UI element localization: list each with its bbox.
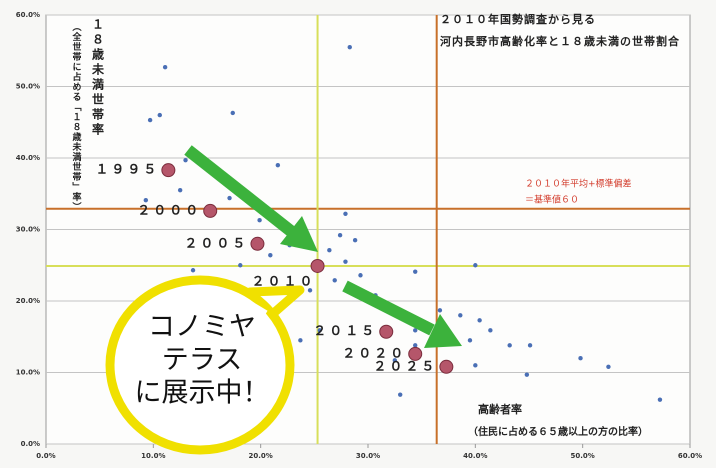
x-axis-label: （住民に占める６５歳以上の方の比率）	[468, 425, 648, 438]
chart-title: 河内長野市高齢化率と１８歳未満の世帯割合	[440, 34, 680, 48]
arrow	[342, 280, 435, 336]
x-tick-label: 20.0%	[249, 452, 273, 460]
highlight-label: ２０００	[137, 203, 201, 218]
chart-title: ２０１０年国勢調査から見る	[440, 12, 596, 26]
arrow	[184, 145, 296, 237]
y-tick-label: 30.0%	[16, 226, 40, 234]
data-point	[238, 263, 243, 268]
data-point	[183, 157, 188, 163]
data-point	[473, 363, 478, 368]
data-point	[143, 197, 149, 203]
highlight-point	[310, 258, 325, 273]
callout-text: テラス	[162, 345, 242, 376]
highlight-point	[250, 236, 265, 251]
x-tick-label: 30.0%	[356, 452, 380, 460]
x-tick-label: 0.0%	[36, 452, 55, 460]
data-point	[162, 64, 168, 70]
data-point	[257, 218, 262, 223]
data-point	[578, 356, 583, 361]
callout-text: に展示中！	[135, 378, 270, 409]
data-point	[190, 268, 196, 273]
data-point	[657, 397, 663, 402]
data-point	[337, 233, 343, 238]
x-tick-label: 40.0%	[463, 452, 487, 460]
y-tick-label: 60.0%	[16, 11, 40, 19]
y-tick-label: 40.0%	[16, 154, 40, 162]
data-point	[343, 259, 348, 264]
data-point	[230, 110, 235, 116]
data-point	[327, 248, 332, 253]
data-point	[413, 328, 418, 333]
x-axis-label: 高齢者率	[478, 402, 522, 416]
data-point	[507, 343, 512, 348]
highlight-point	[379, 324, 394, 339]
data-point	[473, 263, 478, 268]
y-tick-label: 10.0%	[16, 369, 40, 377]
data-point	[437, 308, 443, 313]
data-point	[524, 372, 530, 377]
data-point	[398, 392, 403, 397]
data-point	[392, 358, 398, 363]
annotation: ２０１０年平均+標準偏差	[525, 178, 632, 190]
y-tick-label: 0.0%	[21, 440, 40, 448]
arrow-head	[424, 314, 462, 348]
data-point	[488, 328, 493, 333]
callout: コノミヤ テラス に展示中！	[105, 275, 305, 455]
highlight-point	[161, 163, 176, 178]
highlight-point	[203, 203, 218, 218]
highlight-label: １９９５	[95, 163, 159, 178]
y-tick-label: 50.0%	[16, 83, 40, 91]
data-point	[606, 364, 611, 369]
data-point	[477, 318, 482, 323]
data-point	[177, 187, 183, 193]
data-point	[347, 44, 352, 50]
highlight-label: ２０１５	[313, 324, 377, 339]
data-point	[343, 211, 348, 216]
data-point	[458, 313, 463, 318]
highlight-label: ２００５	[184, 236, 248, 251]
data-point	[147, 117, 153, 123]
arrows	[184, 145, 462, 348]
data-point	[413, 269, 418, 274]
data-point	[527, 343, 533, 348]
data-point	[332, 278, 337, 283]
x-tick-label: 10.0%	[141, 452, 165, 460]
highlight-label: ２０２５	[373, 359, 437, 374]
data-point	[298, 338, 303, 343]
highlight-point	[439, 359, 454, 374]
y-axis-label: （全世帯に占める「１８歳未満世帯」率）	[71, 22, 83, 212]
data-point	[413, 343, 418, 348]
y-tick-label: 20.0%	[16, 297, 40, 305]
x-tick-label: 60.0%	[678, 452, 702, 460]
data-point	[358, 273, 363, 278]
annotation: ＝基準値６０	[525, 194, 579, 206]
callout-join	[237, 295, 268, 320]
callout-text: コノミヤ	[148, 312, 256, 343]
data-point	[157, 112, 162, 118]
highlight-label: ２０２０	[342, 346, 406, 361]
highlight-point	[408, 346, 423, 361]
data-point	[275, 162, 281, 168]
data-point	[268, 253, 273, 258]
data-point	[227, 195, 232, 201]
data-point	[307, 288, 313, 293]
x-tick-label: 50.0%	[571, 452, 595, 460]
data-point	[317, 328, 322, 333]
y-axis-label: １８歳未満世帯率	[91, 18, 105, 138]
data-point	[352, 238, 358, 243]
data-point	[467, 338, 473, 343]
callout-bubble	[105, 275, 295, 455]
arrow-head	[280, 216, 318, 252]
